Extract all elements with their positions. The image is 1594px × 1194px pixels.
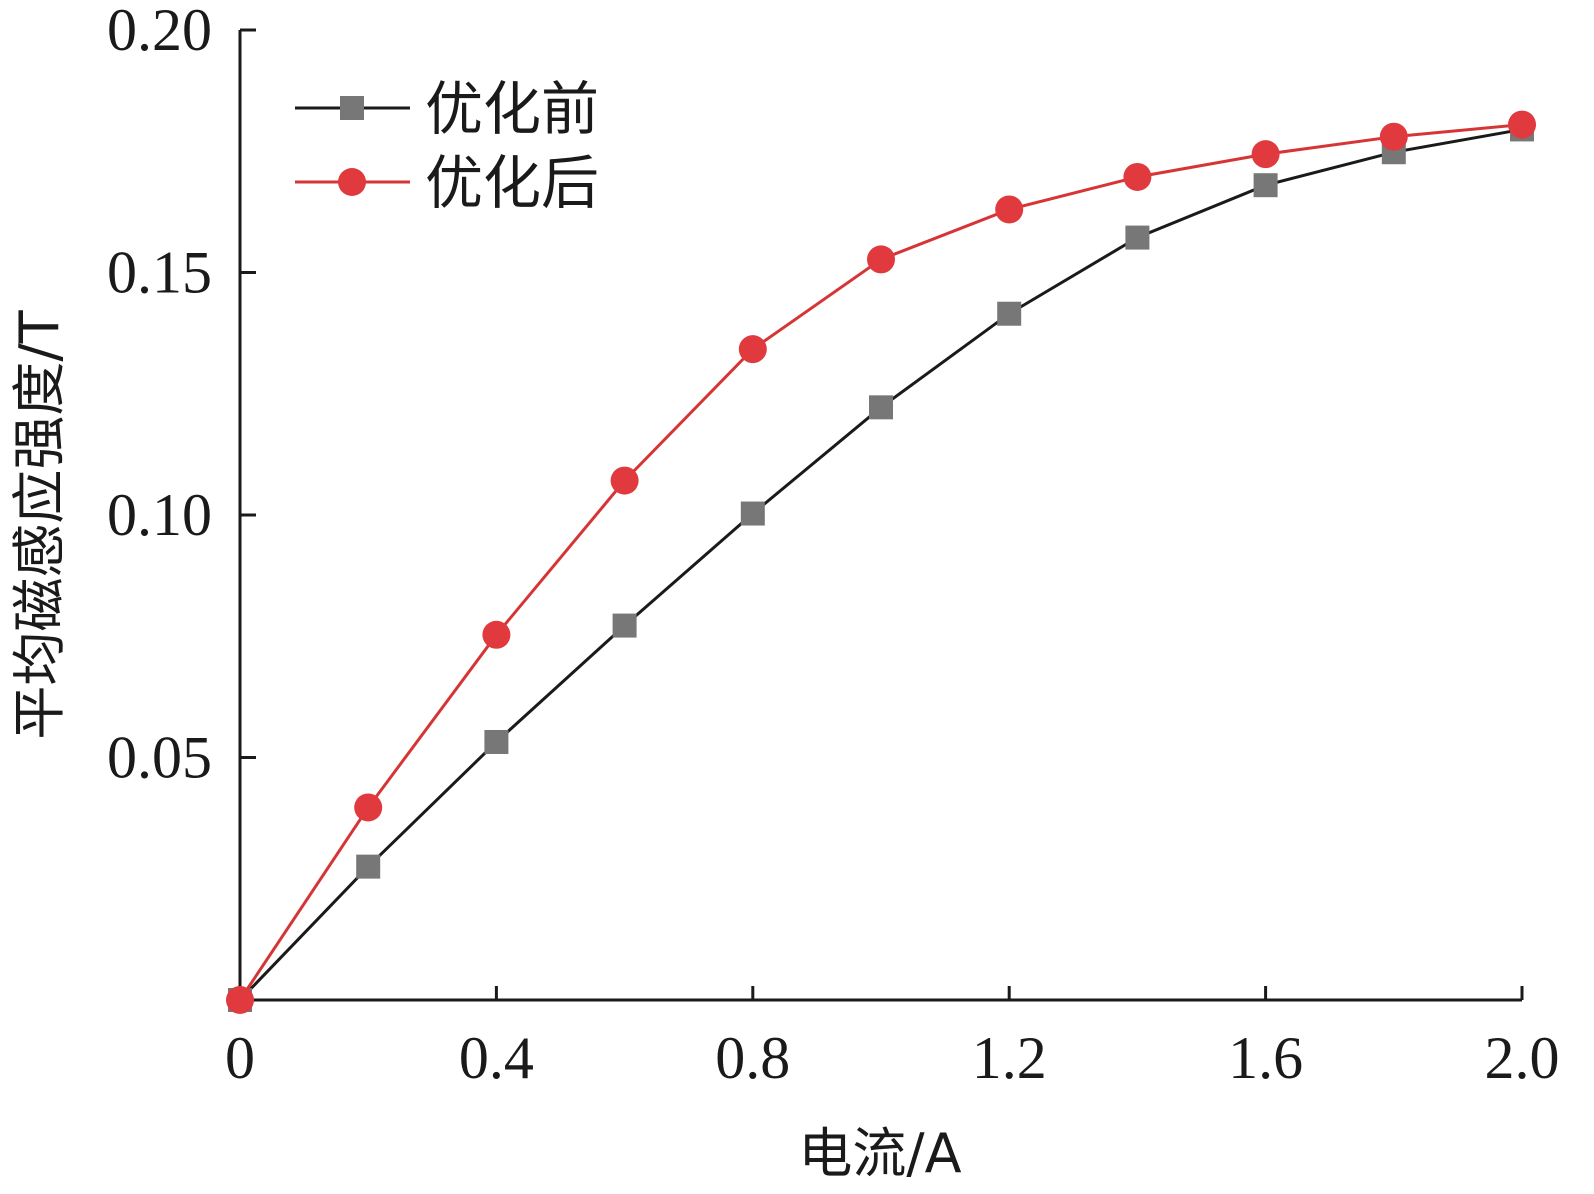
x-axis-title: 电流/A bbox=[798, 1122, 961, 1185]
data-point-square bbox=[356, 854, 381, 879]
x-tick-label: 0 bbox=[225, 1025, 255, 1091]
data-point-square bbox=[869, 395, 893, 420]
y-ticks: 0.05 0.10 0.15 0.20 bbox=[107, 0, 256, 791]
data-point-square bbox=[1125, 225, 1150, 250]
data-point-circle bbox=[1379, 122, 1408, 151]
data-point-circle bbox=[995, 195, 1024, 224]
y-axis-title: 平均磁感应强度/T bbox=[8, 309, 71, 739]
data-point-circle bbox=[1251, 140, 1280, 169]
y-tick-label: 0.10 bbox=[107, 482, 212, 548]
x-tick-label: 2.0 bbox=[1485, 1025, 1560, 1091]
data-point-square bbox=[612, 613, 637, 638]
data-point-circle bbox=[1508, 110, 1536, 139]
data-point-square bbox=[997, 301, 1022, 326]
data-point-circle bbox=[738, 335, 767, 364]
x-tick-label: 0.4 bbox=[459, 1025, 534, 1091]
legend-label: 优化前 bbox=[425, 75, 599, 143]
y-tick-label: 0.05 bbox=[107, 725, 212, 791]
data-point-square bbox=[484, 729, 509, 754]
y-tick-label: 0.20 bbox=[107, 0, 212, 63]
x-ticks: 0 0.4 0.8 1.2 1.6 2.0 bbox=[225, 986, 1560, 1091]
data-point-square bbox=[740, 501, 765, 526]
x-tick-label: 1.2 bbox=[972, 1025, 1047, 1091]
data-point-square bbox=[1253, 173, 1278, 198]
x-tick-label: 0.8 bbox=[715, 1025, 790, 1091]
legend-item: 优化后 bbox=[295, 149, 599, 217]
data-point-circle bbox=[867, 245, 895, 274]
data-point-circle bbox=[226, 986, 254, 1014]
y-tick-label: 0.15 bbox=[107, 240, 212, 306]
legend-label: 优化后 bbox=[425, 149, 599, 217]
series-layer bbox=[226, 110, 1536, 1014]
legend-marker-square bbox=[340, 96, 364, 120]
data-point-circle bbox=[1123, 162, 1152, 191]
legend-marker-circle bbox=[338, 168, 366, 196]
data-point-circle bbox=[610, 466, 639, 495]
legend-item: 优化前 bbox=[295, 75, 599, 143]
data-point-circle bbox=[482, 620, 511, 649]
series-after bbox=[226, 110, 1536, 1014]
x-tick-label: 1.6 bbox=[1228, 1025, 1303, 1091]
data-point-circle bbox=[354, 793, 383, 822]
